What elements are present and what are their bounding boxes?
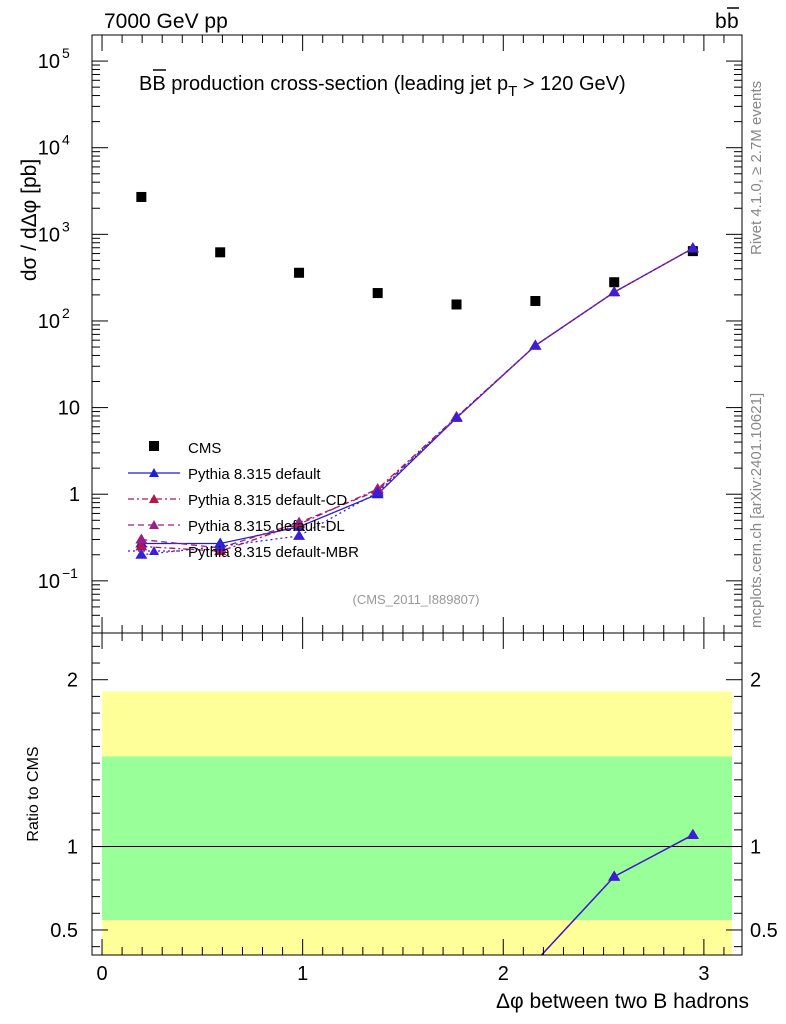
main-y-tick-label: 10 (38, 311, 60, 333)
ratio-y-tick-label-left: 0.5 (50, 920, 78, 942)
data-point-mbr (135, 548, 148, 559)
main-title: BB production cross-section (leading jet… (139, 69, 626, 100)
ratio-y-tick-label-right: 1 (750, 837, 761, 859)
ratio-panel: 0.5 0.5 1 1 2 2 0 1 2 3 Ratio to CMS Δφ between … (25, 632, 778, 1013)
analysis-watermark: (CMS_2011_I889807) (353, 592, 480, 607)
ratio-line-mbr (540, 834, 694, 955)
legend-entry-cd: Pythia 8.315 default-CD (128, 492, 347, 509)
main-x-ticks (101, 35, 725, 633)
ratio-series-clipped (540, 828, 699, 955)
process-label-base: b (715, 10, 727, 33)
ratio-point-mbr (608, 870, 621, 881)
rivet-label: Rivet 4.1.0, ≥ 2.7M events (748, 81, 765, 255)
mcplots-label: mcplots.cern.ch [arXiv:2401.10621] (748, 393, 765, 628)
title-b2: B (152, 73, 165, 95)
data-point-mbr (450, 411, 463, 422)
data-point-mbr (686, 242, 699, 253)
data-point-mbr (214, 540, 227, 551)
data-point-cd (135, 540, 148, 551)
ratio-y-tick-label-right: 2 (750, 670, 761, 692)
data-point-cms (372, 288, 383, 299)
main-y-tick-label: 1 (69, 484, 80, 506)
main-y-axis-label: dσ / dΔφ [pb] (18, 159, 41, 281)
legend-entry-default: Pythia 8.315 default (128, 466, 321, 483)
legend-marker-default (149, 468, 159, 477)
ratio-bands (102, 691, 732, 955)
ratio-x-ticks: 0 1 2 3 (96, 633, 725, 985)
legend-entry-dl: Pythia 8.315 default-DL (128, 518, 345, 535)
data-point-cms (609, 277, 620, 288)
legend-label-dl: Pythia 8.315 default-DL (188, 518, 345, 535)
data-point-mbr (608, 286, 621, 297)
process-label: b b (715, 7, 739, 33)
main-y-ticks (92, 34, 742, 627)
legend-marker-cd (149, 494, 159, 503)
legend-label-mbr: Pythia 8.315 default-MBR (188, 544, 359, 561)
x-tick-label: 1 (297, 963, 308, 985)
title-post: > 120 GeV) (517, 73, 625, 95)
data-point-cms (136, 191, 147, 202)
data-point-cms (294, 267, 305, 278)
main-y-tick-exponent: 3 (62, 218, 70, 234)
data-point-cms (451, 299, 462, 310)
legend-label-default: Pythia 8.315 default (188, 466, 321, 483)
legend-marker-cms (149, 441, 159, 451)
data-point-mbr (529, 339, 542, 350)
title-b1: B (139, 73, 152, 95)
series-line-dl (141, 247, 694, 549)
main-y-tick-label: 10 (38, 571, 60, 593)
data-point-mbr (371, 486, 384, 497)
main-y-tick-exponent: 4 (62, 132, 70, 148)
ratio-point-mbr (686, 828, 699, 839)
ratio-y-tick-label-right: 0.5 (750, 920, 778, 942)
title-sub: T (508, 83, 517, 100)
legend: CMS Pythia 8.315 default Pythia 8.315 de… (128, 440, 359, 561)
main-y-tick-exponent: 2 (62, 305, 70, 321)
x-tick-label: 3 (698, 963, 709, 985)
ratio-y-tick-label-left: 2 (67, 670, 78, 692)
legend-label-cms: CMS (188, 440, 221, 457)
legend-entry-cms: CMS (149, 440, 221, 457)
data-point-cms (215, 247, 226, 258)
ratio-frame (91, 632, 743, 956)
main-series-layer (135, 191, 699, 559)
x-tick-label: 0 (96, 963, 107, 985)
ratio-y-tick-label-left: 1 (67, 837, 78, 859)
data-point-mbr (293, 529, 306, 540)
legend-marker-mbr (149, 546, 159, 555)
data-point-cms (530, 295, 541, 306)
main-y-tick-exponent: −1 (62, 565, 78, 581)
data-point-dl (293, 516, 306, 527)
ratio-y-axis-label: Ratio to CMS (25, 746, 42, 841)
x-tick-label: 2 (498, 963, 509, 985)
title-mid: production cross-section (leading jet p (166, 73, 508, 95)
legend-label-cd: Pythia 8.315 default-CD (188, 492, 347, 509)
main-y-tick-label: 10 (38, 138, 60, 160)
x-axis-label: Δφ between two B hadrons (496, 990, 749, 1013)
data-point-dl (135, 533, 148, 544)
main-y-tick-label: 10 (58, 398, 80, 420)
main-y-tick-label: 10 (38, 224, 60, 246)
main-y-tick-exponent: 5 (62, 45, 70, 61)
ratio-y-ticks: 0.5 0.5 1 1 2 2 (50, 645, 778, 948)
uncertainty-band-green (102, 756, 732, 920)
main-title-text: BB production cross-section (leading jet… (139, 73, 626, 100)
main-y-tick-label: 10 (38, 51, 60, 73)
legend-entry-mbr: Pythia 8.315 default-MBR (128, 544, 359, 561)
process-label-bar: b (727, 10, 739, 33)
energy-label: 7000 GeV pp (104, 10, 228, 33)
ratio-series-layer (540, 828, 699, 955)
legend-marker-dl (149, 520, 159, 529)
